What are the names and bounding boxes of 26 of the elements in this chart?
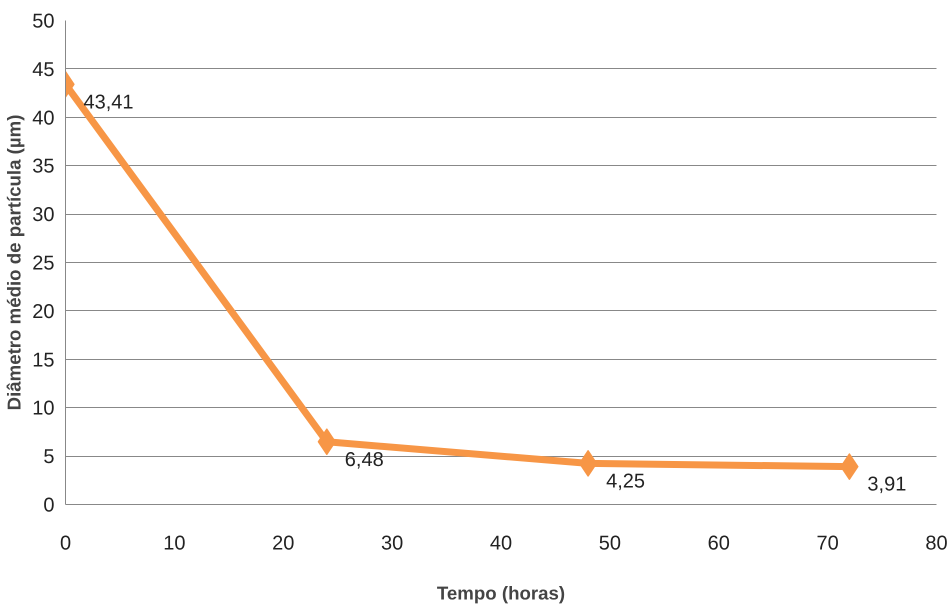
y-tick-label: 45: [32, 58, 55, 81]
y-tick-label: 10: [32, 398, 55, 420]
x-axis-title: Tempo (horas): [436, 582, 566, 604]
x-tick-label: 30: [381, 532, 404, 554]
data-label: 4,25: [606, 470, 646, 492]
y-axis-title: Diâmetro médio de partícula (µm): [3, 114, 24, 410]
x-tick-label: 80: [925, 532, 948, 554]
y-tick-label: 20: [32, 300, 55, 323]
x-tick-label: 0: [60, 532, 72, 554]
y-tick-label: 35: [32, 156, 55, 178]
x-tick-label: 40: [490, 532, 512, 554]
x-tick-label: 60: [708, 532, 730, 554]
x-tick-label: 20: [272, 532, 294, 554]
data-label: 43,41: [84, 91, 134, 114]
y-tick-label: 15: [32, 349, 55, 372]
data-label: 3,91: [867, 474, 906, 496]
data-label: 6,48: [344, 448, 384, 471]
y-tick-label: 40: [32, 107, 55, 130]
y-tick-label: 5: [43, 446, 54, 468]
y-tick-label: 30: [32, 204, 55, 226]
y-tick-label: 25: [32, 252, 55, 274]
y-tick-label: 0: [43, 494, 54, 516]
x-tick-label: 50: [598, 532, 621, 554]
y-tick-label: 50: [32, 10, 55, 32]
x-tick-label: 10: [163, 532, 186, 554]
x-tick-label: 70: [816, 532, 839, 554]
